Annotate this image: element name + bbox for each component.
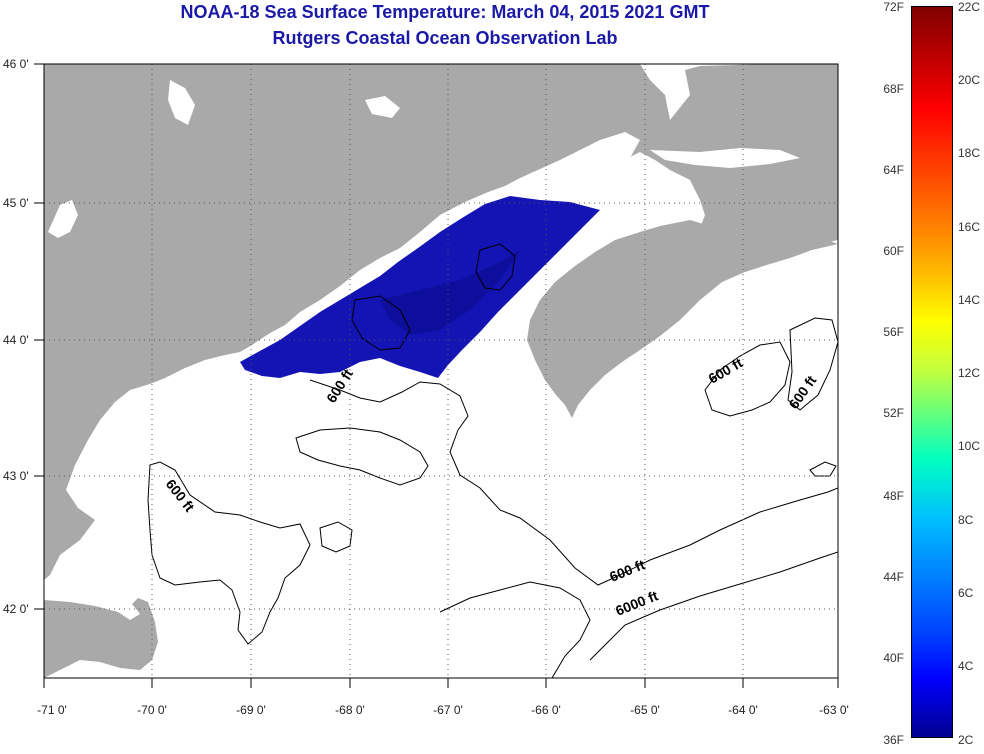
colorbar-label-f: 48F: [883, 489, 904, 503]
colorbar-label-c: 12C: [958, 366, 981, 380]
lon-label: -69 0': [236, 703, 266, 717]
land-nova-scotia: [527, 220, 838, 418]
colorbar-label-c: 22C: [958, 0, 981, 14]
lon-label: -65 0': [630, 703, 660, 717]
colorbar-label-f: 52F: [883, 406, 904, 420]
water-inlet: [168, 80, 195, 125]
lat-label: 46 0': [3, 57, 29, 71]
colorbar-label-c: 4C: [958, 659, 974, 673]
water-inlet: [48, 200, 78, 238]
colorbar-label-f: 36F: [883, 733, 904, 747]
colorbar-label-c: 8C: [958, 513, 974, 527]
lat-label: 45 0': [3, 196, 29, 210]
lon-label: -70 0': [137, 703, 167, 717]
colorbar-label-c: 10C: [958, 439, 981, 453]
lon-label: -64 0': [728, 703, 758, 717]
water-inlet: [365, 96, 400, 118]
lon-label: -68 0': [335, 703, 365, 717]
colorbar-label-c: 2C: [958, 733, 974, 747]
sst-data-shade: [380, 250, 520, 335]
lon-label: -67 0': [433, 703, 463, 717]
colorbar-label-c: 20C: [958, 73, 981, 87]
temperature-colorbar: [911, 6, 953, 738]
colorbar-label-c: 6C: [958, 586, 974, 600]
lat-label: 42 0': [3, 602, 29, 616]
depth-contours: [147, 243, 838, 678]
lat-label: 43 0': [3, 469, 29, 483]
lon-label: -71 0': [37, 703, 67, 717]
colorbar-label-f: 40F: [883, 651, 904, 665]
colorbar-label-f: 56F: [883, 325, 904, 339]
sst-data-region: [240, 196, 600, 378]
colorbar-label-c: 16C: [958, 220, 981, 234]
colorbar-label-f: 60F: [883, 244, 904, 258]
land-cape-cod: [44, 598, 158, 678]
colorbar-label-f: 64F: [883, 163, 904, 177]
axis-ticks: [34, 63, 839, 688]
water-inlet: [650, 148, 800, 168]
colorbar-label-f: 44F: [883, 570, 904, 584]
map-subtitle: Rutgers Coastal Ocean Observation Lab: [272, 28, 618, 48]
colorbar-label-f: 72F: [883, 0, 904, 14]
lat-label: 44 0': [3, 333, 29, 347]
map-title: NOAA-18 Sea Surface Temperature: March 0…: [180, 2, 710, 22]
colorbar-label-f: 68F: [883, 82, 904, 96]
lon-label: -66 0': [531, 703, 561, 717]
colorbar-label-c: 18C: [958, 146, 981, 160]
land-mainland: [44, 64, 838, 580]
map-frame: [43, 63, 839, 679]
lon-label: -63 0': [819, 703, 849, 717]
colorbar-label-c: 14C: [958, 293, 981, 307]
